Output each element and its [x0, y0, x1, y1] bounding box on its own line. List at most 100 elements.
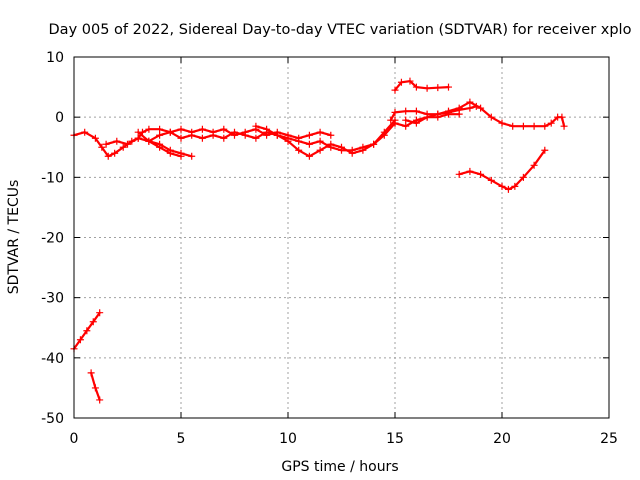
data-point	[145, 137, 153, 145]
data-point	[209, 131, 217, 139]
series-track-12	[87, 369, 104, 404]
y-tick-label: -10	[41, 170, 64, 186]
data-point	[113, 137, 121, 145]
data-point	[466, 98, 474, 106]
data-point	[102, 140, 110, 148]
data-point	[406, 77, 414, 85]
data-point	[466, 104, 474, 112]
data-point	[263, 125, 271, 133]
y-tick-label: -40	[41, 351, 64, 367]
data-point	[87, 369, 95, 377]
data-point	[547, 119, 555, 127]
data-point	[220, 134, 228, 142]
data-point	[402, 107, 410, 115]
data-point	[316, 146, 324, 154]
data-point	[284, 137, 292, 145]
data-point	[519, 173, 527, 181]
y-tick-label: -30	[41, 291, 64, 307]
chart-title: Day 005 of 2022, Sidereal Day-to-day VTE…	[49, 22, 632, 38]
data-point	[327, 131, 335, 139]
data-point	[295, 146, 303, 154]
series-track-9	[402, 110, 463, 127]
data-point	[156, 131, 164, 139]
series-track-7	[387, 102, 480, 124]
data-point	[558, 113, 566, 121]
data-point	[177, 125, 185, 133]
y-tick-label: 0	[55, 110, 64, 126]
data-point	[498, 119, 506, 127]
data-point	[295, 137, 303, 145]
data-point	[316, 128, 324, 136]
data-point	[402, 122, 410, 130]
data-point	[231, 128, 238, 136]
data-point	[124, 140, 131, 148]
data-point	[119, 143, 127, 151]
data-point	[477, 170, 485, 178]
data-point	[327, 140, 335, 148]
series-line	[147, 140, 183, 158]
data-point	[96, 396, 104, 404]
data-point	[511, 182, 519, 190]
data-point	[156, 143, 164, 151]
data-point	[338, 143, 345, 151]
data-point	[198, 134, 206, 142]
series-line	[254, 119, 397, 158]
series-track-11	[70, 309, 104, 353]
series-line	[458, 149, 546, 191]
data-point	[412, 119, 420, 127]
data-point	[466, 167, 474, 175]
data-point	[177, 152, 185, 160]
data-point	[498, 182, 506, 190]
data-point	[370, 140, 378, 148]
data-point	[305, 140, 313, 148]
data-layer	[70, 77, 568, 404]
data-point	[156, 125, 164, 133]
data-point	[487, 176, 495, 184]
data-point	[166, 149, 174, 157]
data-point	[509, 122, 517, 130]
data-point	[273, 131, 281, 139]
data-point	[423, 113, 431, 121]
x-tick-label: 20	[493, 431, 511, 447]
data-point	[541, 146, 549, 154]
x-tick-label: 5	[177, 431, 186, 447]
data-point	[305, 152, 313, 160]
series-track-8	[391, 98, 568, 130]
data-point	[134, 128, 142, 136]
data-point	[111, 149, 119, 157]
data-point	[134, 134, 142, 142]
data-point	[541, 122, 549, 130]
data-point	[477, 104, 485, 112]
data-point	[445, 110, 452, 118]
data-point	[391, 119, 399, 127]
x-tick-label: 25	[600, 431, 618, 447]
data-point	[188, 152, 196, 160]
data-point	[359, 146, 367, 154]
series-line	[393, 100, 566, 128]
x-axis-label: GPS time / hours	[281, 459, 398, 475]
data-point	[560, 122, 568, 130]
data-point	[81, 128, 89, 136]
series-track-10	[455, 146, 549, 193]
data-point	[188, 131, 196, 139]
data-point	[241, 131, 249, 139]
data-point	[83, 327, 91, 335]
data-point	[412, 107, 420, 115]
series-track-5	[252, 116, 399, 160]
series-track-2	[102, 119, 399, 154]
data-point	[96, 309, 104, 317]
x-tick-label: 15	[386, 431, 404, 447]
data-point	[455, 110, 463, 118]
data-point	[455, 170, 463, 178]
data-point	[198, 125, 206, 133]
y-tick-label: 10	[46, 50, 64, 66]
series-track-6	[391, 77, 452, 94]
data-point	[487, 113, 495, 121]
y-tick-label: -20	[41, 231, 64, 247]
data-point	[434, 113, 442, 121]
data-point	[305, 131, 313, 139]
data-point	[220, 125, 228, 133]
data-point	[504, 185, 512, 193]
series-line	[72, 128, 332, 158]
